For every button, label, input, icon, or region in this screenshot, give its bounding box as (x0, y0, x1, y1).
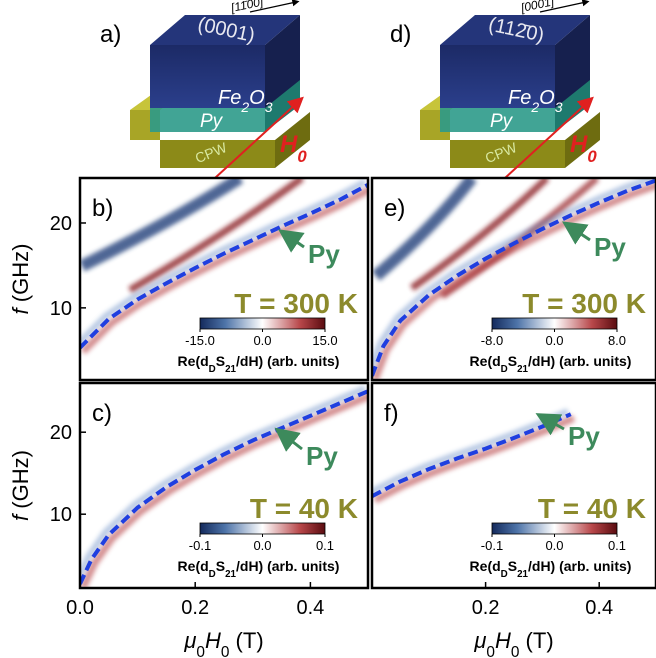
temperature-label: T = 300 K (522, 288, 646, 319)
y-tick-label: 20 (50, 213, 72, 235)
label-part: D (209, 364, 216, 375)
temperature-label: T = 300 K (234, 288, 358, 319)
panel-label: b) (92, 195, 113, 222)
colorbar-tick-label: 0.1 (316, 538, 334, 553)
x-tick-label: 0.0 (66, 597, 94, 619)
label-part: 0 (196, 644, 205, 658)
x-tick-label: 0.4 (585, 597, 613, 619)
colorbar-tick-label: -15.0 (185, 333, 215, 348)
direction-label: [11̄00] (229, 0, 265, 15)
colorbar-tick-label: 0.1 (608, 538, 626, 553)
py-label: Py (308, 239, 340, 269)
colorbar (492, 523, 617, 534)
label-part: S (216, 353, 225, 369)
label-part: H (280, 131, 298, 158)
temperature-label: T = 40 K (538, 493, 646, 524)
label-part: 2 (530, 99, 539, 115)
colorbar (492, 318, 617, 329)
label-part: 21 (517, 364, 528, 375)
panel-label: e) (384, 195, 405, 222)
label-part: 0 (511, 644, 520, 658)
label-part: Fe (218, 87, 241, 109)
label-part: D (501, 569, 508, 580)
colorbar-tick-label: 15.0 (312, 333, 337, 348)
label-part: μ (473, 628, 486, 653)
label-part: /dH) (arb. units) (528, 353, 631, 369)
py-label: Py (306, 441, 338, 471)
label-part: O (249, 87, 265, 109)
figure: a) (0001) [11̄00] Fe2O3 Py CPW H0 d) (11… (0, 0, 656, 658)
label-part: 2 (240, 99, 249, 115)
panel-label: c) (92, 400, 112, 427)
label-part: H (570, 131, 588, 158)
colorbar-tick-label: -0.1 (481, 538, 503, 553)
label-part: /dH) (arb. units) (528, 558, 631, 574)
label-part: /dH) (arb. units) (236, 353, 339, 369)
label-part: S (508, 558, 517, 574)
y-tick-label: 10 (50, 504, 72, 526)
py-label: Py (594, 232, 626, 262)
label-part: S (216, 558, 225, 574)
direction-label: [0001] (519, 0, 556, 15)
y-tick-label: 20 (50, 422, 72, 444)
y-axis-label: f (GHz) (8, 450, 33, 521)
panel-label: d) (390, 21, 411, 48)
colorbar-tick-label: -8.0 (481, 333, 503, 348)
plot-area (80, 178, 368, 380)
y-axis-label: f (GHz) (8, 244, 33, 315)
label-part: O (539, 87, 555, 109)
label-part: (GHz) (8, 244, 33, 309)
x-axis-label: μ0H0 (T) (183, 628, 263, 658)
label-part: 0 (297, 147, 307, 166)
label-part: Re(d (470, 353, 501, 369)
colorbar-tick-label: 0.0 (545, 538, 563, 553)
schematic: a) (0001) [11̄00] Fe2O3 Py CPW H0 (100, 0, 310, 178)
label-part: (T) (519, 628, 553, 653)
label-part: 3 (555, 99, 563, 115)
label-part: 21 (225, 364, 236, 375)
label-part: D (209, 569, 216, 580)
label-part: (T) (229, 628, 263, 653)
label-part: 21 (225, 569, 236, 580)
label-part: Re(d (178, 558, 209, 574)
y-tick-label: 10 (50, 298, 72, 320)
colorbar-tick-label: 0.0 (253, 333, 271, 348)
label-part: 0 (587, 147, 597, 166)
layer-label: Py (200, 111, 224, 132)
colorbar-tick-label: 8.0 (608, 333, 626, 348)
label-part: 21 (517, 569, 528, 580)
x-tick-label: 0.2 (472, 597, 500, 619)
label-part: H (495, 628, 511, 653)
panel-label: a) (100, 21, 121, 48)
label-part: 0 (486, 644, 495, 658)
label-part: Fe (508, 87, 531, 109)
colorbar (200, 318, 325, 329)
label-part: /dH) (arb. units) (236, 558, 339, 574)
x-axis-label: μ0H0 (T) (473, 628, 553, 658)
label-part: 0 (221, 644, 230, 658)
label-part: H (205, 628, 221, 653)
colorbar-tick-label: 0.0 (545, 333, 563, 348)
label-part: μ (183, 628, 196, 653)
label-part: Re(d (178, 353, 209, 369)
py-label: Py (568, 421, 600, 451)
label-part: (GHz) (8, 450, 33, 515)
label-part: S (508, 353, 517, 369)
label-part: 3 (265, 99, 273, 115)
panel-label: f) (384, 400, 399, 427)
colorbar-tick-label: -0.1 (189, 538, 211, 553)
x-tick-label: 0.2 (181, 597, 209, 619)
temperature-label: T = 40 K (250, 493, 358, 524)
colorbar (200, 523, 325, 534)
layer-label: Py (490, 111, 514, 132)
x-tick-label: 0.4 (296, 597, 324, 619)
schematic: d) (112̄0) [0001] Fe2O3 Py CPW H0 (390, 0, 600, 178)
label-part: D (501, 364, 508, 375)
label-part: Re(d (470, 558, 501, 574)
colorbar-tick-label: 0.0 (253, 538, 271, 553)
